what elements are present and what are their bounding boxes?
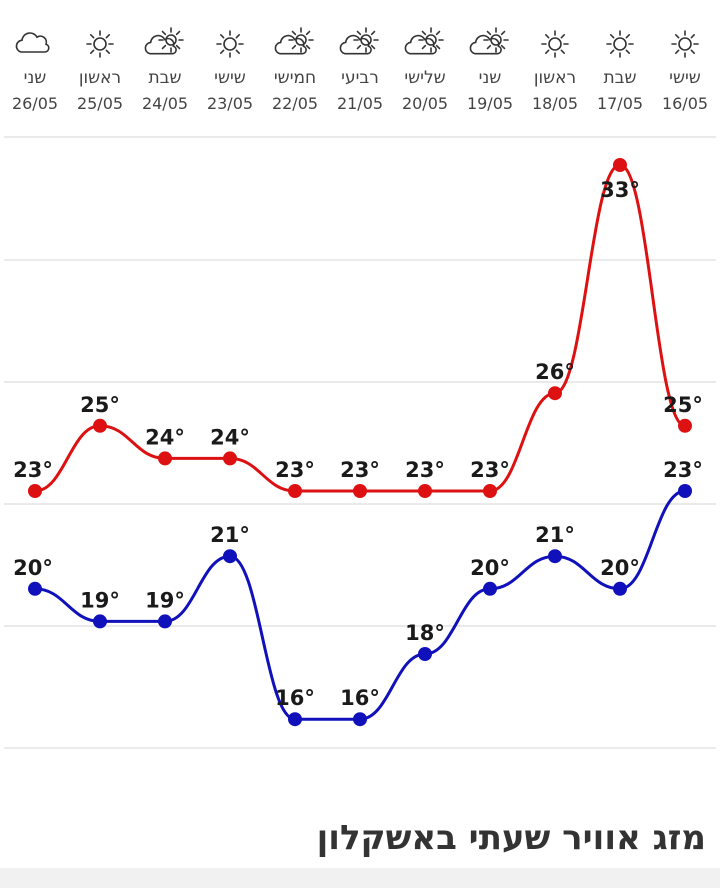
sun-icon <box>216 30 244 58</box>
low-temperature-point <box>288 712 302 727</box>
day-name: ראשון <box>79 68 121 88</box>
day-name: שישי <box>669 68 701 88</box>
partly-cloudy-icon <box>339 27 379 55</box>
high-temperature-label: 23° <box>470 458 510 482</box>
high-temperature-point <box>28 484 42 498</box>
high-temperature-point <box>548 386 562 401</box>
partly-cloudy-icon <box>469 27 509 55</box>
low-temperature-label: 19° <box>80 588 120 612</box>
high-temperature-point <box>418 484 432 498</box>
day-name: חמישי <box>274 68 316 88</box>
high-temperature-point <box>353 484 367 498</box>
bottom-strip <box>0 868 720 888</box>
low-temperature-label: 19° <box>145 588 185 612</box>
day-columns: שני 26/05 ראשון 25/05 שבת 24/05 שישי 23/05 חמישי… <box>12 27 708 113</box>
day-name: שני <box>479 68 502 88</box>
day-date: 23/05 <box>207 94 253 113</box>
low-temperature-point <box>678 484 692 498</box>
high-temperature-point <box>613 158 627 172</box>
day-name: שני <box>24 68 47 88</box>
low-temperature-label: 20° <box>13 556 53 580</box>
partly-cloudy-icon <box>274 27 314 55</box>
high-temperature-point <box>158 451 172 466</box>
high-temperature-line <box>34 163 686 493</box>
low-temperature-point <box>548 549 562 564</box>
high-temperature-label: 25° <box>80 393 120 417</box>
day-date: 17/05 <box>597 94 643 113</box>
low-temperature-point <box>613 581 627 596</box>
low-temperature-line <box>34 489 686 721</box>
sun-icon <box>541 30 569 58</box>
day-date: 16/05 <box>662 94 708 113</box>
partly-cloudy-icon <box>404 27 444 55</box>
partly-cloudy-icon <box>144 27 184 55</box>
cloud-icon <box>15 32 50 53</box>
low-temperature-label: 23° <box>663 458 703 482</box>
low-temperature-label: 16° <box>275 686 315 710</box>
high-temperature-label: 25° <box>663 393 703 417</box>
day-date: 22/05 <box>272 94 318 113</box>
sun-icon <box>606 30 634 58</box>
low-temperature-point <box>418 647 432 661</box>
high-temperature-label: 24° <box>145 425 185 449</box>
low-temperature-label: 21° <box>535 523 575 547</box>
low-temperature-label: 18° <box>405 621 445 645</box>
temperature-series: 23° 25° 24° 24° 23° 23° 23° 23° 26° 33° 25° 20° 19° 1… <box>13 158 703 727</box>
day-date: 20/05 <box>402 94 448 113</box>
day-date: 18/05 <box>532 94 578 113</box>
low-temperature-point <box>223 549 237 564</box>
day-name: שבת <box>148 68 181 88</box>
high-temperature-label: 24° <box>210 425 250 449</box>
day-date: 26/05 <box>12 94 58 113</box>
day-date: 19/05 <box>467 94 513 113</box>
high-temperature-point <box>483 484 497 498</box>
high-temperature-point <box>223 451 237 466</box>
low-temperature-point <box>28 581 42 596</box>
day-name: ראשון <box>534 68 576 88</box>
day-name: רביעי <box>341 68 379 88</box>
low-temperature-label: 20° <box>600 556 640 580</box>
low-temperature-label: 21° <box>210 523 250 547</box>
high-temperature-label: 33° <box>600 178 640 202</box>
day-name: שישי <box>214 68 246 88</box>
low-temperature-point <box>158 614 172 629</box>
high-temperature-label: 23° <box>340 458 380 482</box>
low-temperature-label: 20° <box>470 556 510 580</box>
sun-icon <box>671 30 699 58</box>
day-date: 25/05 <box>77 94 123 113</box>
high-temperature-point <box>678 418 692 433</box>
low-temperature-point <box>353 712 367 727</box>
high-temperature-label: 23° <box>275 458 315 482</box>
day-name: שלישי <box>404 68 445 88</box>
low-temperature-label: 16° <box>340 686 380 710</box>
high-temperature-label: 23° <box>13 458 53 482</box>
high-temperature-point <box>93 418 107 433</box>
day-date: 24/05 <box>142 94 188 113</box>
day-name: שבת <box>603 68 636 88</box>
low-temperature-point <box>483 581 497 596</box>
high-temperature-point <box>288 484 302 498</box>
day-date: 21/05 <box>337 94 383 113</box>
high-temperature-label: 23° <box>405 458 445 482</box>
high-temperature-label: 26° <box>535 360 575 384</box>
low-temperature-point <box>93 614 107 629</box>
grid-lines <box>4 136 716 749</box>
page-title: מזג אוויר שעתי באשקלון <box>316 818 706 858</box>
sun-icon <box>86 30 114 58</box>
